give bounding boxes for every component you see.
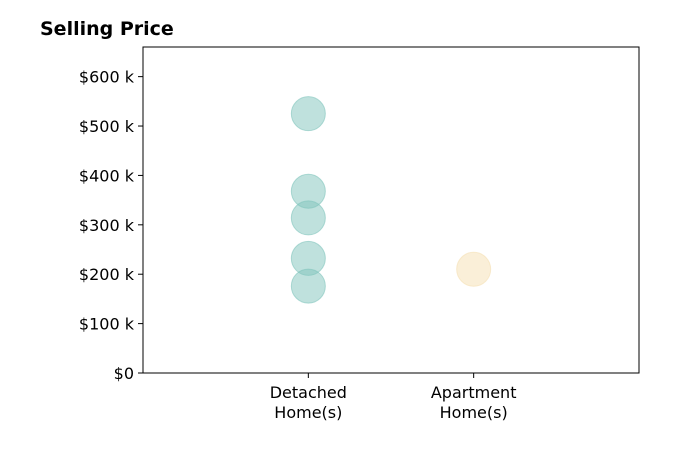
y-tick-label: $100 k [79, 315, 135, 334]
y-tick-label: $500 k [79, 117, 135, 136]
y-tick-label: $200 k [79, 265, 135, 284]
data-points [290, 96, 492, 304]
y-tick-label: $0 [114, 364, 134, 383]
data-point [290, 200, 326, 236]
x-axis: Detached Home(s) Apartment Home(s) [270, 373, 517, 422]
chart-title: Selling Price [40, 18, 174, 40]
x-tick-label: Detached Home(s) [270, 383, 347, 422]
data-point [290, 268, 326, 304]
x-tick-label: Apartment Home(s) [431, 383, 517, 422]
data-point [456, 251, 492, 287]
y-tick-label: $600 k [79, 68, 135, 87]
plot-area [142, 46, 640, 374]
data-point [290, 96, 326, 132]
y-tick-label: $300 k [79, 216, 135, 235]
y-tick-label: $400 k [79, 166, 135, 185]
y-axis: $0 $100 k $200 k $300 k $400 k $500 k $600 k [79, 68, 143, 383]
